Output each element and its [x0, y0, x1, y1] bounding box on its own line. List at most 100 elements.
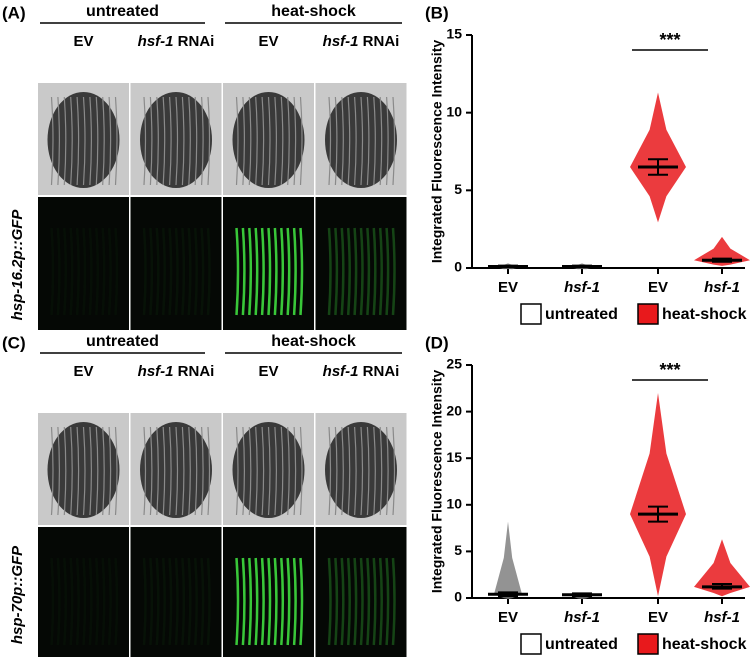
worm	[328, 96, 332, 186]
worm	[235, 426, 239, 516]
worm	[392, 426, 396, 516]
gfp-worm	[273, 227, 278, 316]
worm	[194, 426, 198, 516]
lane-label: EV	[73, 33, 93, 50]
worm	[261, 96, 265, 186]
gfp-worm	[174, 557, 179, 646]
legend-label: heat-shock	[662, 306, 747, 323]
gfp-worm	[142, 557, 147, 646]
legend-swatch	[520, 633, 542, 655]
lane-suffix: RNAi	[363, 363, 400, 380]
x-tick-label: hsf-1	[564, 609, 600, 626]
x-tick-label: EV	[648, 609, 668, 626]
worm	[386, 426, 389, 516]
gfp-worm	[327, 557, 332, 646]
panel-label: (D)	[425, 333, 449, 352]
worm	[373, 96, 376, 186]
worm	[162, 426, 166, 516]
gfp-worm	[286, 227, 291, 316]
gfp-worm	[174, 227, 179, 316]
legend-label: untreated	[545, 636, 618, 653]
gfp-worm	[82, 227, 87, 316]
gfp-worm	[385, 227, 390, 316]
panel-label: (C)	[2, 333, 26, 352]
worm	[114, 426, 118, 516]
fluorescence-image	[38, 197, 129, 330]
worm	[50, 426, 54, 516]
y-tick-label: 5	[454, 542, 462, 558]
worm	[280, 426, 284, 516]
gfp-worm	[385, 557, 390, 646]
gfp-worm	[372, 557, 377, 646]
worm	[299, 426, 303, 516]
worm	[181, 426, 185, 516]
worm	[149, 96, 153, 186]
worm	[76, 426, 80, 516]
fluorescence-image	[315, 197, 407, 330]
worm	[379, 426, 383, 516]
worm	[274, 96, 277, 186]
y-tick-label: 10	[446, 103, 462, 119]
significance-label: ***	[659, 360, 680, 380]
lane-suffix: RNAi	[363, 33, 400, 50]
legend-swatch	[637, 633, 659, 655]
worm	[299, 96, 303, 186]
worm	[82, 426, 86, 516]
gfp-worm	[254, 557, 259, 646]
gfp-worm	[149, 227, 154, 316]
worm	[95, 426, 99, 516]
panel-label: (B)	[425, 3, 449, 22]
y-tick-label: 0	[454, 259, 462, 275]
worm	[242, 426, 245, 516]
worm	[63, 96, 67, 186]
gfp-worm	[88, 227, 93, 316]
worm	[293, 426, 297, 516]
worm	[347, 426, 351, 516]
gfp-worm	[193, 557, 198, 646]
gfp-worm	[161, 557, 166, 646]
gfp-worm	[107, 557, 112, 646]
reporter-label: hsp-70p::GFP	[9, 545, 26, 644]
gfp-worm	[82, 557, 87, 646]
gfp-worm	[200, 227, 205, 316]
worm	[267, 96, 271, 186]
worm	[366, 426, 370, 516]
lane-gene: hsf-1	[323, 33, 359, 50]
worm	[328, 426, 332, 516]
gfp-worm	[280, 557, 285, 646]
gfp-worm	[69, 227, 74, 316]
worm	[57, 426, 60, 516]
gfp-worm	[235, 557, 240, 646]
worm	[360, 426, 364, 516]
point-cloud	[694, 539, 750, 597]
reporter-label: hsp-16.2p::GFP	[9, 209, 26, 321]
worm	[373, 426, 376, 516]
worm	[70, 96, 73, 186]
gfp-worm	[56, 227, 61, 316]
worm	[82, 96, 86, 186]
worm	[248, 96, 252, 186]
worm	[248, 426, 252, 516]
gfp-worm	[50, 557, 55, 646]
gfp-worm	[168, 557, 173, 646]
x-tick-label: hsf-1	[704, 279, 740, 296]
worm	[386, 96, 389, 186]
y-tick-label: 0	[454, 589, 462, 605]
worm	[360, 96, 364, 186]
gfp-worm	[340, 557, 345, 646]
worm	[50, 96, 54, 186]
gfp-worm	[273, 557, 278, 646]
gfp-worm	[353, 557, 358, 646]
gfp-worm	[267, 227, 272, 316]
gfp-worm	[292, 227, 297, 316]
worm	[102, 426, 105, 516]
x-tick-label: hsf-1	[704, 609, 740, 626]
gfp-worm	[254, 227, 259, 316]
gfp-worm	[114, 227, 119, 316]
significance-label: ***	[659, 30, 680, 50]
gfp-worm	[101, 227, 106, 316]
lane-suffix: RNAi	[178, 363, 215, 380]
gfp-worm	[334, 557, 339, 646]
worm	[354, 426, 357, 516]
lane-label: EV	[258, 33, 278, 50]
